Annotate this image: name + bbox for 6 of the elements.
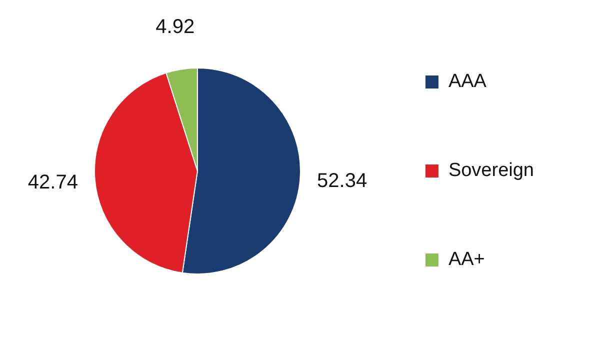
legend-label: Sovereign xyxy=(448,160,534,182)
legend-label: AAA xyxy=(448,71,487,92)
data-label: 4.92 xyxy=(156,16,195,38)
data-label: 42.74 xyxy=(28,171,78,194)
legend-label: AA+ xyxy=(448,249,485,270)
data-label: 52.34 xyxy=(317,170,368,192)
